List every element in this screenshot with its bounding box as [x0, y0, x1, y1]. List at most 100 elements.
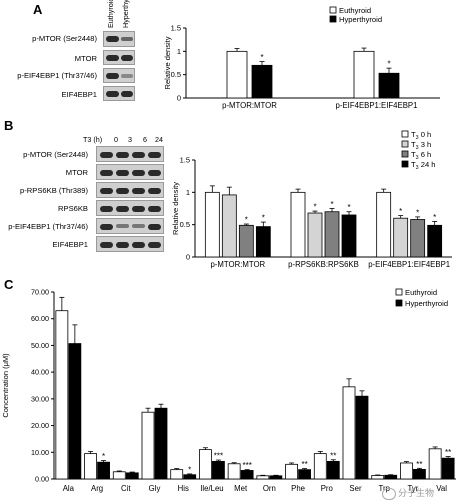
- blot-band: [106, 73, 119, 79]
- bar: [410, 219, 426, 258]
- blot-band: [116, 224, 129, 228]
- legend-label: Hyperthyroid: [339, 15, 382, 24]
- bar: [240, 470, 254, 480]
- significance-mark: *: [347, 203, 350, 212]
- category-label: p-EIF4EBP1:EIF4EBP1: [336, 101, 418, 110]
- category-label: Ser: [349, 484, 362, 493]
- significance-mark: *: [313, 203, 316, 212]
- blot-band: [132, 188, 145, 194]
- bar: [251, 64, 273, 99]
- blot-band: [132, 242, 145, 248]
- y-tick-label: 40.00: [31, 368, 49, 377]
- blot-band: [106, 91, 119, 97]
- blot-band: [100, 206, 113, 212]
- blot-band: [148, 224, 161, 230]
- bar: [378, 72, 400, 99]
- blot-strip-b-3: [96, 200, 164, 216]
- blot-band: [132, 224, 145, 228]
- time-point-0: 0: [114, 135, 118, 144]
- legend-label: Euthyroid: [339, 6, 371, 15]
- bar: [341, 214, 357, 258]
- bar: [141, 411, 155, 480]
- bar: [290, 191, 306, 258]
- y-tick-label: 1: [177, 47, 181, 56]
- blot-label-a-2: p-EIF4EBP1 (Thr37/46): [17, 71, 97, 80]
- bar: [154, 407, 168, 480]
- time-point-2: 6: [143, 135, 147, 144]
- y-tick-label: 0: [186, 253, 190, 262]
- legend-label: T3 6 h: [411, 150, 431, 161]
- category-label: Arg: [91, 484, 103, 493]
- y-axis-label: Relative density: [171, 182, 180, 235]
- blot-label-b-2: p-RPS6KB (Thr389): [20, 186, 88, 195]
- category-label: Phe: [291, 484, 305, 493]
- significance-mark: ***: [214, 452, 223, 461]
- blot-label-b-1: MTOR: [65, 168, 88, 177]
- blot-band: [148, 242, 161, 248]
- y-tick-label: 1.5: [171, 24, 181, 33]
- time-point-1: 3: [128, 135, 132, 144]
- blot-strip-b-2: [96, 182, 164, 198]
- blot-band: [116, 152, 129, 158]
- blot-strip-a-3: [103, 86, 135, 101]
- significance-mark: **: [445, 448, 451, 457]
- blot-band: [100, 188, 113, 194]
- bar: [68, 343, 82, 480]
- significance-mark: *: [399, 207, 402, 216]
- bar: [427, 224, 443, 258]
- bar: [125, 472, 139, 480]
- blot-band: [106, 55, 119, 61]
- bar: [393, 217, 409, 258]
- legend-swatch: [401, 130, 409, 138]
- significance-mark: **: [330, 451, 336, 460]
- bar: [413, 468, 426, 480]
- category-label: Tyr: [408, 484, 419, 493]
- blot-band: [100, 242, 113, 248]
- bar: [355, 395, 369, 480]
- bar: [428, 448, 442, 480]
- category-label: Val: [436, 484, 447, 493]
- category-label: His: [178, 484, 189, 493]
- significance-mark: **: [301, 460, 307, 469]
- bar: [285, 463, 298, 480]
- blot-band: [148, 206, 161, 212]
- blot-band: [116, 206, 129, 212]
- y-axis-label: Concentration (μM): [1, 353, 10, 418]
- blot-band: [132, 152, 145, 158]
- wechat-logo-icon: [382, 487, 396, 500]
- bar: [221, 194, 237, 258]
- bar: [212, 460, 225, 480]
- legend-swatch: [401, 140, 409, 148]
- bar: [226, 50, 248, 99]
- blot-strip-a-0: [103, 31, 135, 47]
- chart-a: 0 0.5 1 1.5 Relative density * p-MTOR:MTOR * p-E…: [163, 6, 440, 110]
- blot-band: [148, 170, 161, 176]
- category-label: Cit: [121, 484, 131, 493]
- bar: [400, 462, 413, 480]
- blot-band: [148, 188, 161, 194]
- blot-strip-a-1: [103, 50, 135, 65]
- bar: [376, 191, 392, 258]
- bar: [307, 212, 323, 258]
- bar: [326, 460, 340, 480]
- bar: [227, 463, 241, 480]
- category-label: Pro: [321, 484, 334, 493]
- category-label: Met: [234, 484, 248, 493]
- legend-swatch: [329, 15, 337, 23]
- time-header: T3 (h): [83, 135, 103, 144]
- blot-band: [121, 55, 133, 61]
- panel-letter-a: A: [33, 2, 43, 17]
- bar: [204, 191, 220, 258]
- blot-band: [116, 188, 129, 194]
- legend-label: T3 24 h: [411, 160, 436, 171]
- legend-swatch: [395, 288, 403, 296]
- significance-mark: *: [245, 216, 248, 225]
- y-tick-label: 20.00: [31, 421, 49, 430]
- watermark: 分子生物: [382, 486, 434, 500]
- y-tick-label: 0: [177, 94, 181, 103]
- blot-band: [116, 242, 129, 248]
- y-tick-label: 30.00: [31, 394, 49, 403]
- blot-band: [148, 152, 161, 158]
- bar: [255, 226, 271, 258]
- blot-label-b-4: p-EIF4EBP1 (Thr37/46): [8, 222, 88, 231]
